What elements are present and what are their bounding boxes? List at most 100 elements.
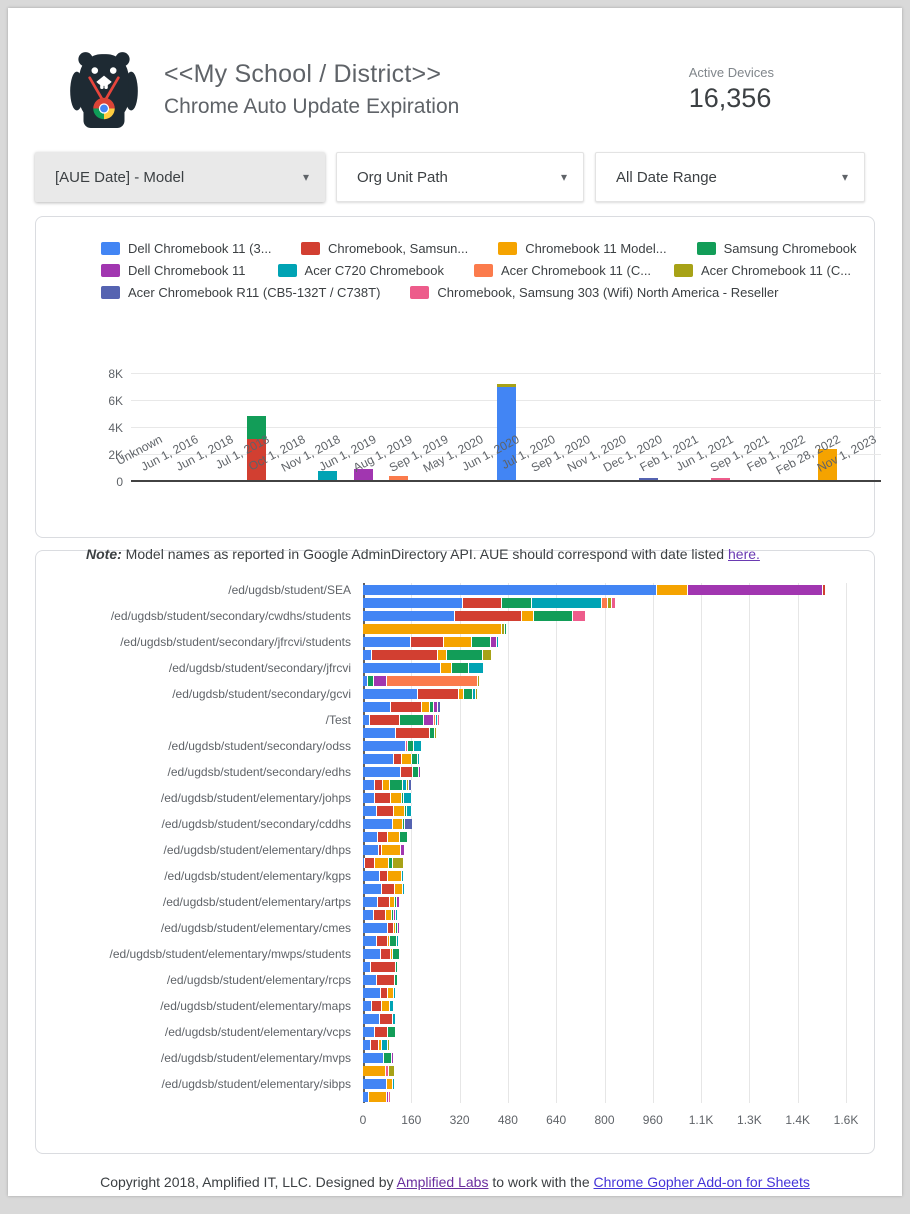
h-bar-segment[interactable] xyxy=(387,922,395,933)
h-bar-segment[interactable] xyxy=(363,805,377,816)
h-bar-segment[interactable] xyxy=(607,597,612,608)
h-bar-segment[interactable] xyxy=(522,610,535,621)
h-bar-segment[interactable] xyxy=(389,1091,392,1102)
h-bar-segment[interactable] xyxy=(380,1013,393,1024)
h-bar-segment[interactable] xyxy=(363,1039,372,1050)
h-bar-segment[interactable] xyxy=(391,909,394,920)
h-bar-segment[interactable] xyxy=(405,740,408,751)
bar-segment[interactable] xyxy=(389,476,409,480)
h-bar-segment[interactable] xyxy=(363,766,402,777)
h-bar-segment[interactable] xyxy=(393,805,405,816)
h-bar-segment[interactable] xyxy=(387,1091,390,1102)
h-bar-segment[interactable] xyxy=(418,766,421,777)
h-bar-segment[interactable] xyxy=(377,831,388,842)
h-bar-segment[interactable] xyxy=(438,649,447,660)
h-bar-segment[interactable] xyxy=(823,584,826,595)
h-bar-segment[interactable] xyxy=(387,831,400,842)
h-bar-segment[interactable] xyxy=(455,610,523,621)
chrome-gopher-link[interactable]: Chrome Gopher Add-on for Sheets xyxy=(593,1174,810,1190)
h-bar-segment[interactable] xyxy=(401,766,413,777)
filter-org-unit-path[interactable]: Org Unit Path ▾ xyxy=(336,152,584,202)
h-bar-segment[interactable] xyxy=(496,636,500,647)
h-bar-segment[interactable] xyxy=(411,636,444,647)
h-bar-segment[interactable] xyxy=(363,974,377,985)
h-bar-segment[interactable] xyxy=(401,753,413,764)
h-bar-segment[interactable] xyxy=(386,675,479,686)
h-bar-segment[interactable] xyxy=(363,727,397,738)
h-bar-segment[interactable] xyxy=(363,948,382,959)
bar-segment[interactable] xyxy=(246,416,266,439)
h-bar-segment[interactable] xyxy=(412,766,419,777)
h-bar-segment[interactable] xyxy=(395,974,398,985)
h-bar-segment[interactable] xyxy=(363,818,393,829)
bar-segment[interactable] xyxy=(817,449,837,480)
h-bar-segment[interactable] xyxy=(368,1091,388,1102)
bar-segment[interactable] xyxy=(496,387,516,480)
h-bar-segment[interactable] xyxy=(367,675,375,686)
h-bar-segment[interactable] xyxy=(363,623,503,634)
h-bar-segment[interactable] xyxy=(418,753,421,764)
h-bar-segment[interactable] xyxy=(363,935,377,946)
h-bar-segment[interactable] xyxy=(393,948,401,959)
h-bar-segment[interactable] xyxy=(395,896,398,907)
h-bar-segment[interactable] xyxy=(396,727,430,738)
h-bar-segment[interactable] xyxy=(363,896,378,907)
h-bar-segment[interactable] xyxy=(363,1052,385,1063)
filter-aue-date-model[interactable]: [AUE Date] - Model ▾ xyxy=(35,152,325,202)
h-bar-segment[interactable] xyxy=(392,818,403,829)
h-bar-segment[interactable] xyxy=(399,831,408,842)
h-bar-segment[interactable] xyxy=(611,597,616,608)
h-bar-segment[interactable] xyxy=(379,1039,382,1050)
h-bar-segment[interactable] xyxy=(395,909,398,920)
h-bar-segment[interactable] xyxy=(396,935,399,946)
h-bar-segment[interactable] xyxy=(443,636,472,647)
h-bar-segment[interactable] xyxy=(365,857,376,868)
h-bar-segment[interactable] xyxy=(418,688,460,699)
h-bar-segment[interactable] xyxy=(423,714,434,725)
bar-segment[interactable] xyxy=(246,439,266,480)
h-bar-segment[interactable] xyxy=(440,662,453,673)
h-bar-segment[interactable] xyxy=(363,961,372,972)
h-bar-segment[interactable] xyxy=(376,805,394,816)
h-bar-segment[interactable] xyxy=(462,597,502,608)
filter-date-range[interactable]: All Date Range ▾ xyxy=(595,152,865,202)
h-bar-segment[interactable] xyxy=(394,883,404,894)
legend-item[interactable]: Chromebook, Samsun... xyxy=(301,241,468,256)
h-bar-segment[interactable] xyxy=(372,649,439,660)
h-bar-segment[interactable] xyxy=(437,714,441,725)
legend-item[interactable]: Samsung Chromebook xyxy=(696,241,857,256)
h-bar-segment[interactable] xyxy=(452,662,470,673)
h-bar-segment[interactable] xyxy=(404,818,413,829)
h-bar-segment[interactable] xyxy=(374,909,386,920)
h-bar-segment[interactable] xyxy=(375,857,389,868)
h-bar-segment[interactable] xyxy=(376,974,396,985)
h-bar-segment[interactable] xyxy=(399,714,424,725)
h-bar-segment[interactable] xyxy=(363,844,379,855)
h-bar-segment[interactable] xyxy=(433,701,438,712)
h-bar-segment[interactable] xyxy=(459,688,465,699)
h-bar-segment[interactable] xyxy=(390,1000,394,1011)
h-bar-segment[interactable] xyxy=(381,987,388,998)
h-bar-segment[interactable] xyxy=(363,662,441,673)
h-bar-segment[interactable] xyxy=(393,909,396,920)
column-bar[interactable] xyxy=(353,469,373,480)
legend-item[interactable]: Dell Chromebook 11 (3... xyxy=(101,241,272,256)
h-bar-segment[interactable] xyxy=(390,935,397,946)
h-bar-segment[interactable] xyxy=(363,1026,376,1037)
h-bar-segment[interactable] xyxy=(478,675,481,686)
h-bar-segment[interactable] xyxy=(435,714,438,725)
h-bar-segment[interactable] xyxy=(375,792,391,803)
h-bar-segment[interactable] xyxy=(377,896,391,907)
h-bar-segment[interactable] xyxy=(394,922,397,933)
h-bar-segment[interactable] xyxy=(363,649,373,660)
h-bar-segment[interactable] xyxy=(687,584,824,595)
h-bar-segment[interactable] xyxy=(406,805,413,816)
h-bar-segment[interactable] xyxy=(363,870,381,881)
h-bar-segment[interactable] xyxy=(464,688,474,699)
h-bar-segment[interactable] xyxy=(363,1065,387,1076)
h-bar-segment[interactable] xyxy=(392,1078,395,1089)
h-bar-segment[interactable] xyxy=(371,1039,380,1050)
column-bar[interactable] xyxy=(317,471,337,480)
h-bar-segment[interactable] xyxy=(363,922,388,933)
h-bar-segment[interactable] xyxy=(396,922,399,933)
